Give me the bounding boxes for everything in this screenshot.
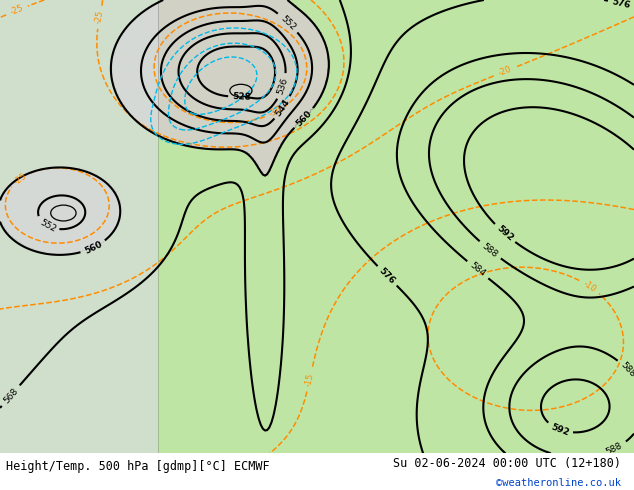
Text: -15: -15	[304, 372, 316, 388]
Text: 576: 576	[377, 266, 397, 286]
Text: -25: -25	[9, 4, 25, 17]
Text: 528: 528	[232, 92, 251, 102]
Text: Height/Temp. 500 hPa [gdmp][°C] ECMWF: Height/Temp. 500 hPa [gdmp][°C] ECMWF	[6, 460, 270, 473]
Text: 552: 552	[38, 218, 57, 234]
Text: 552: 552	[278, 14, 297, 32]
Text: 536: 536	[276, 77, 290, 96]
Text: ©weatheronline.co.uk: ©weatheronline.co.uk	[496, 478, 621, 489]
Text: 592: 592	[495, 224, 515, 243]
Text: -10: -10	[581, 279, 598, 294]
Text: -25: -25	[94, 10, 105, 24]
Text: 560: 560	[294, 108, 314, 128]
Text: 576: 576	[611, 0, 631, 10]
Text: Su 02-06-2024 00:00 UTC (12+180): Su 02-06-2024 00:00 UTC (12+180)	[393, 457, 621, 470]
Text: 588: 588	[605, 441, 624, 457]
Text: 588: 588	[619, 361, 634, 379]
Text: 544: 544	[273, 97, 292, 118]
Text: 588: 588	[481, 241, 500, 259]
Text: 560: 560	[83, 240, 103, 256]
Text: -25: -25	[12, 172, 29, 187]
Text: -20: -20	[496, 65, 513, 78]
Text: 592: 592	[550, 422, 570, 437]
Text: 584: 584	[469, 261, 487, 279]
Text: -30: -30	[268, 105, 284, 119]
Text: 568: 568	[2, 386, 20, 405]
